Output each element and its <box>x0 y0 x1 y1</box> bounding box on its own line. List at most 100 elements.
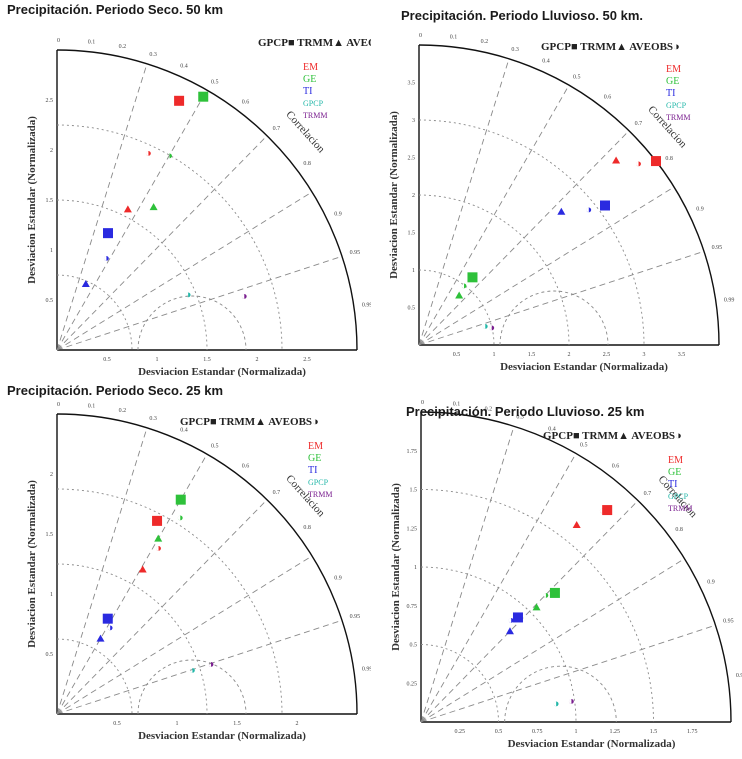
point-square-em <box>651 156 661 167</box>
point-triangle-em <box>138 565 147 573</box>
point-obs-ti: ◑ <box>103 252 110 264</box>
legend-trmm: TRMM <box>308 490 332 499</box>
taylor-panel-2: Precipitación. Periodo Lluvioso. 50 km. … <box>371 0 742 377</box>
correlation-tick-label: 0.2 <box>485 406 493 412</box>
top-legend: GPCP■ TRMM▲ AVEOBS◑ <box>258 37 371 49</box>
point-obs-ge: ◑ <box>542 590 549 602</box>
correlation-tick-label: 0.8 <box>303 525 311 531</box>
taylor-panel-3: Precipitación. Periodo Seco. 25 km 0.99 0… <box>0 377 372 754</box>
x-axis-title: Desviacion Estandar (Normalizada) <box>500 361 668 373</box>
taylor-chart: 0.99 0.95 0.9 0.8 0.7 0.6 0.5 0.4 0.3 0.2 0.1 0 0.5 0… <box>26 402 372 742</box>
point-triangle-em <box>572 520 581 528</box>
y-axis-title: Desviacion Estandar (Normalizada) <box>26 116 38 284</box>
correlation-tick-label: 0.5 <box>211 79 219 85</box>
legend-em: EM <box>668 455 683 466</box>
point-square-ti <box>103 228 113 239</box>
correlation-ray <box>56 135 268 351</box>
correlation-ray <box>56 89 208 351</box>
correlation-tick-label: 0.95 <box>350 614 361 620</box>
y-tick-label: 1.25 <box>407 526 418 532</box>
point-triangle-ge <box>532 603 541 611</box>
y-tick-label: 1 <box>50 248 53 254</box>
point-obs-trmm: ◑ <box>241 290 248 302</box>
legend-trmm: TRMM <box>303 111 327 120</box>
panel-title: Precipitación. Periodo Seco. 50 km <box>7 2 224 17</box>
x-tick-label: 0.5 <box>495 729 503 735</box>
point-triangle-ti <box>557 207 566 215</box>
std-arc <box>56 124 283 351</box>
legend-em: EM <box>303 62 318 73</box>
legend-em: EM <box>666 64 681 75</box>
correlation-ray <box>418 186 675 346</box>
point-obs-em: ◑ <box>599 505 606 517</box>
panel-title: Precipitación. Periodo Lluvioso. 25 km <box>406 404 645 419</box>
rms-arc <box>137 659 247 715</box>
y-tick-label: 2 <box>50 472 53 478</box>
correlation-tick-label: 0.5 <box>211 443 219 449</box>
x-tick-label: 1 <box>176 721 179 727</box>
correlation-tick-label: 0 <box>57 38 60 44</box>
point-obs-ge: ◑ <box>461 280 468 292</box>
top-legend: GPCP■ TRMM▲ AVEOBS◑ <box>543 430 682 442</box>
y-tick-label: 1.5 <box>46 532 54 538</box>
correlation-tick-label: 0.9 <box>334 576 342 582</box>
x-tick-label: 1.5 <box>528 352 536 358</box>
point-obs-ge: ◑ <box>166 150 173 162</box>
legend-em: EM <box>308 441 323 452</box>
correlation-tick-label: 0.2 <box>119 44 127 50</box>
correlation-tick-label: 0.3 <box>511 47 519 53</box>
taylor-chart: 0.99 0.95 0.9 0.8 0.7 0.6 0.5 0.4 0.3 0.2 0.1 0 0.25… <box>390 400 742 750</box>
correlation-tick-label: 0.5 <box>580 443 588 449</box>
correlation-tick-label: 0.3 <box>149 52 157 58</box>
x-tick-label: 3 <box>643 352 646 358</box>
point-triangle-ge <box>455 291 464 299</box>
correlation-tick-label: 0.99 <box>362 667 371 673</box>
point-obs-em: ◑ <box>145 148 152 160</box>
x-tick-label: 3.5 <box>678 352 686 358</box>
y-tick-label: 0.5 <box>46 652 54 658</box>
correlation-tick-label: 0.4 <box>180 64 188 70</box>
y-tick-label: 2.5 <box>408 156 416 162</box>
point-obs-gpcp: ◑ <box>482 321 489 333</box>
legend-gpcp: GPCP <box>666 101 687 110</box>
correlation-tick-label: 0.7 <box>273 490 281 496</box>
x-tick-label: 0.5 <box>113 721 121 727</box>
point-square-em <box>602 505 613 516</box>
correlation-ray <box>418 130 630 346</box>
x-tick-label: 1.5 <box>233 721 241 727</box>
y-tick-label: 1 <box>50 592 53 598</box>
y-tick-label: 1.5 <box>410 488 418 494</box>
correlation-tick-label: 0.9 <box>707 579 715 585</box>
correlation-tick-label: 0.95 <box>712 245 723 251</box>
x-tick-label: 2 <box>568 352 571 358</box>
y-tick-label: 3.5 <box>408 81 416 87</box>
point-triangle-ti <box>81 280 90 288</box>
y-tick-label: 0.75 <box>407 604 418 610</box>
point-obs-trmm: ◑ <box>568 696 575 708</box>
y-tick-label: 2 <box>412 193 415 199</box>
x-tick-label: 2.5 <box>303 357 311 363</box>
legend-ti: TI <box>666 88 675 99</box>
std-arc <box>420 644 499 723</box>
correlation-title: Correlacion <box>645 104 689 151</box>
point-square-ge <box>467 272 478 283</box>
y-tick-label: 0.5 <box>46 298 54 304</box>
x-tick-label: 1.25 <box>610 729 621 735</box>
y-tick-label: 1.5 <box>408 231 416 237</box>
correlation-ray <box>56 619 343 715</box>
y-axis-title: Desviacion Estandar (Normalizada) <box>388 111 400 279</box>
y-axis-title: Desviacion Estandar (Normalizada) <box>26 480 38 648</box>
y-tick-label: 0.25 <box>407 681 418 687</box>
correlation-tick-label: 0.2 <box>481 39 489 45</box>
outer-arc <box>420 411 732 723</box>
correlation-tick-label: 0.95 <box>350 250 361 256</box>
correlation-tick-label: 0.8 <box>303 161 311 167</box>
x-tick-label: 1 <box>575 729 578 735</box>
correlation-ray <box>420 558 685 723</box>
point-obs-trmm: ◑ <box>488 322 495 334</box>
x-axis-title: Desviacion Estandar (Normalizada) <box>138 366 306 377</box>
correlation-ray <box>56 555 313 715</box>
correlation-ray <box>418 84 570 346</box>
x-tick-label: 0.5 <box>103 357 111 363</box>
correlation-ray <box>56 427 148 715</box>
